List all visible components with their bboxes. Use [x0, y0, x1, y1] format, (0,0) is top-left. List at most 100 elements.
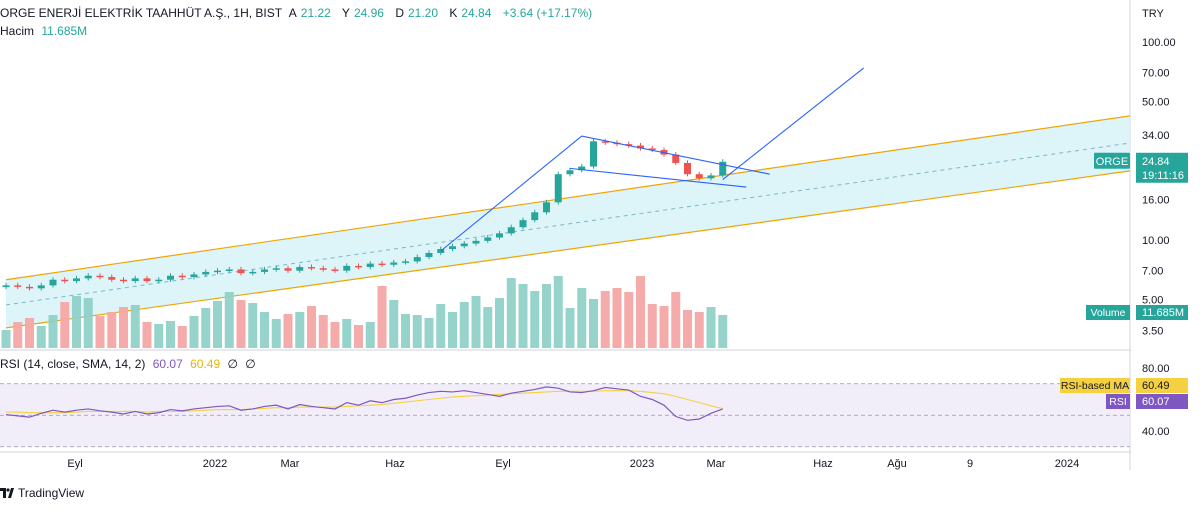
symbol-tag: ORGE: [1096, 156, 1128, 168]
candle-body: [378, 263, 386, 266]
volume-bar: [1, 330, 11, 348]
rsi-label[interactable]: RSI (14, close, SMA, 14, 2): [0, 357, 146, 371]
price-tick-label: 7.00: [1142, 266, 1163, 278]
symbol-line[interactable]: ORGE ENERJİ ELEKTRİK TAAHHÜT A.Ş., 1H, B…: [0, 6, 283, 20]
candle-body: [261, 269, 268, 272]
time-tick-label: Mar: [281, 458, 300, 470]
candle-body: [625, 144, 633, 146]
candle-body: [96, 275, 104, 278]
candle-body: [202, 271, 210, 275]
candle-body: [484, 237, 492, 241]
volume-bar: [530, 291, 540, 348]
symbol-tag-bg: [1094, 152, 1130, 169]
volume-bar: [60, 302, 70, 348]
candle-body: [437, 249, 445, 253]
volume-bar: [495, 298, 504, 348]
countdown-value: 19:11:16: [1142, 170, 1184, 182]
time-tick-label: Ağu: [887, 458, 907, 470]
low-value: 21.20: [407, 6, 439, 20]
volume-tag-value: 11.685M: [1142, 307, 1184, 319]
candle-body: [84, 275, 92, 279]
time-tick-label: Haz: [813, 458, 833, 470]
footer-brand[interactable]: TradingView: [0, 486, 84, 500]
rsi-ma-tag-label-bg: [1060, 378, 1130, 393]
price-tick-label: 5.00: [1142, 295, 1163, 307]
channel-upper-line: [5, 115, 1130, 281]
tradingview-logo-icon: [0, 488, 14, 498]
volume-bar: [318, 315, 328, 348]
rsi-ma-tag-label: RSI-based MA: [1061, 380, 1129, 392]
volume-bar: [553, 276, 563, 348]
candle-body: [214, 270, 221, 273]
candle-body: [343, 265, 351, 271]
trend-lines: [440, 67, 865, 252]
candle-body: [684, 162, 691, 175]
volume-bar: [307, 306, 316, 348]
volume-bar: [483, 307, 493, 348]
candle-body: [402, 261, 409, 263]
candle-body: [672, 154, 680, 163]
price-tick-label: 34.00: [1142, 130, 1170, 142]
time-tick-label: Eyl: [495, 458, 510, 470]
candle-body: [719, 161, 727, 176]
volume-bar: [706, 307, 716, 348]
candle-body: [590, 141, 597, 167]
candle-body: [425, 252, 433, 258]
volume-bar: [518, 284, 528, 348]
rsi-extra-1: ∅: [227, 357, 238, 371]
low-label: D: [395, 6, 404, 20]
rsi-ma-tag-value: 60.49: [1142, 380, 1170, 392]
candle-body: [554, 174, 562, 203]
candle-body: [14, 285, 22, 287]
volume-tag-label-bg: [1086, 305, 1130, 320]
regression-channel: [5, 115, 1130, 329]
volume-bar: [166, 321, 175, 348]
price-tick-label: 70.00: [1142, 68, 1170, 80]
volume-bar: [354, 325, 363, 348]
volume-bar: [565, 308, 575, 348]
candle-body: [472, 240, 480, 244]
time-tick-label: Eyl: [67, 458, 82, 470]
price-tick-label: 100.00: [1142, 37, 1176, 49]
candle-body: [366, 263, 374, 268]
price-tick-label: 10.00: [1142, 235, 1170, 247]
volume-bar: [107, 312, 117, 348]
candle-body: [296, 267, 304, 271]
volume-label[interactable]: Hacim: [0, 24, 35, 38]
volume-bar: [283, 314, 293, 348]
candle-body: [167, 275, 174, 280]
rsi-tick-label: 40.00: [1142, 426, 1170, 438]
candle-body: [566, 170, 574, 175]
volume-bar: [95, 316, 105, 348]
volume-bar: [177, 326, 187, 348]
volume-bar: [330, 322, 340, 348]
candle-body: [695, 174, 703, 179]
time-axis: Eyl 2022 Mar Haz Eyl 2023 Mar Haz Ağu 9 2024: [67, 458, 1079, 470]
candle-body: [637, 145, 644, 149]
rsi-tag-label: RSI: [1109, 396, 1127, 408]
candle-body: [531, 212, 539, 221]
projection-line: [722, 67, 865, 180]
price-tick-label: 16.00: [1142, 195, 1170, 207]
price-axis: TRY 100.00 70.00 50.00 34.00 16.00 10.00 7.00 5.…: [1060, 0, 1200, 470]
volume-tag-value-bg: [1136, 305, 1188, 320]
wedge-lower-line: [569, 167, 747, 188]
price-tag-bg: [1136, 152, 1188, 183]
candle-body: [648, 148, 656, 150]
candle-body: [507, 227, 515, 234]
volume-bar: [577, 288, 587, 348]
channel-group: [5, 115, 1130, 329]
volume-bar: [213, 301, 222, 348]
volume-bar: [542, 284, 551, 348]
candle-body: [601, 141, 609, 143]
channel-lower-line: [5, 170, 1130, 329]
volume-bars: [1, 276, 728, 348]
candle-body: [155, 279, 163, 282]
candle-body: [284, 268, 292, 271]
volume-bar: [130, 305, 140, 348]
price-tag-value: 24.84: [1142, 156, 1170, 168]
change-value: +3.64 (+17.17%): [502, 6, 593, 20]
volume-bar: [365, 322, 375, 348]
candle-body: [26, 286, 33, 289]
time-tick-label: 2022: [203, 458, 227, 470]
